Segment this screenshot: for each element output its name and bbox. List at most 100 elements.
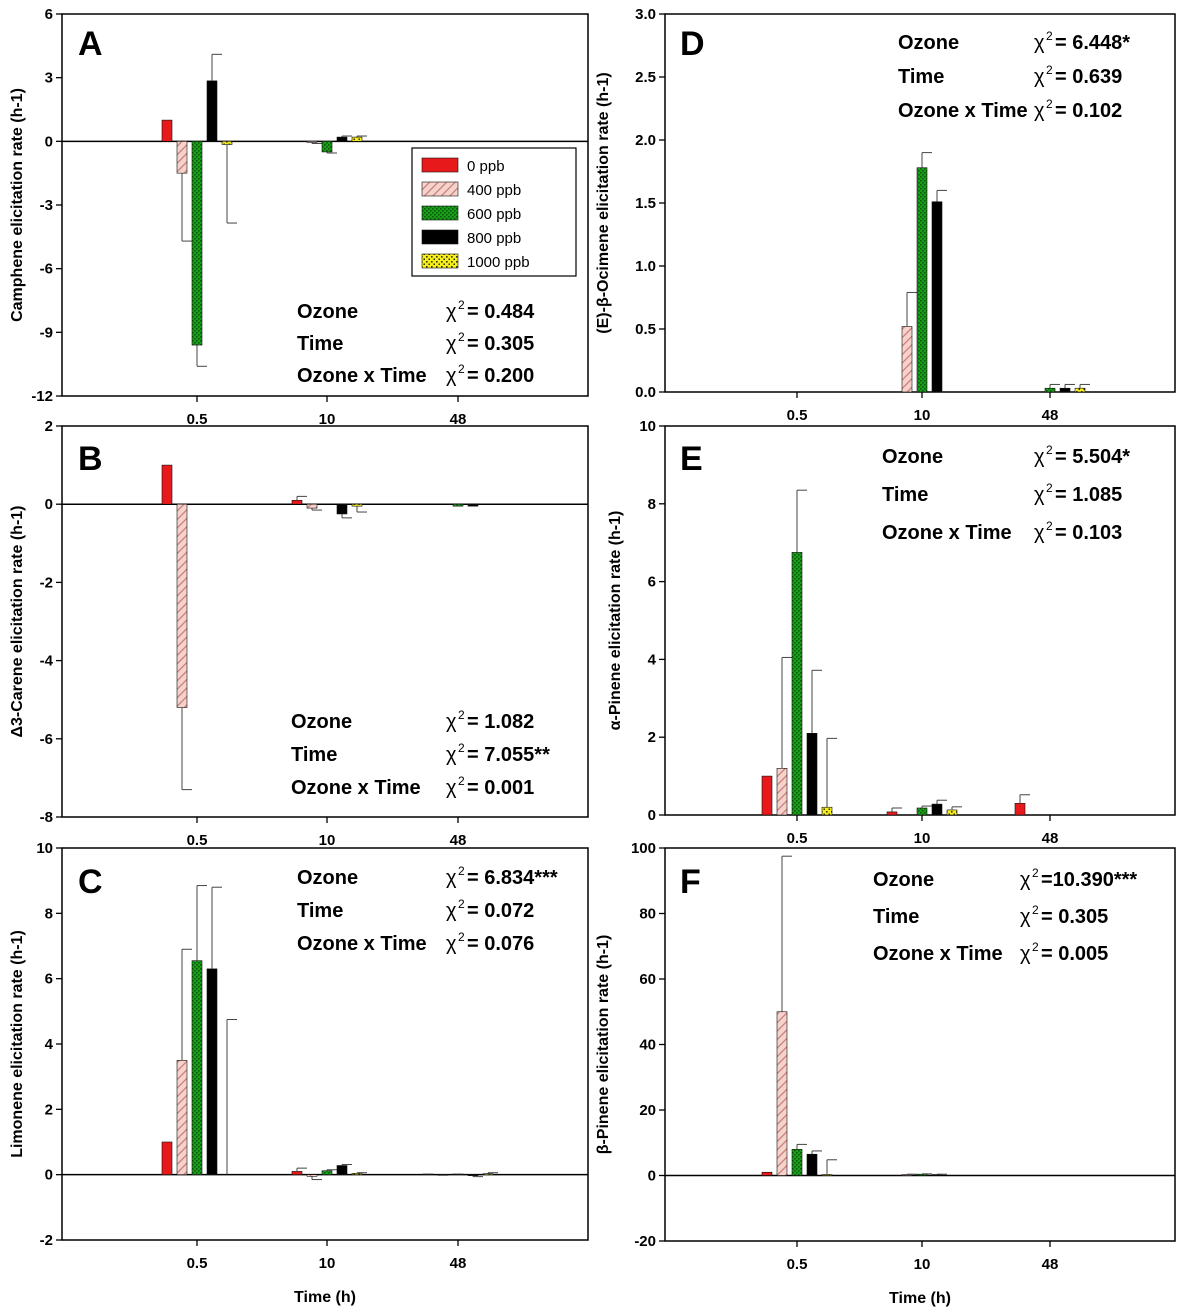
chi-symbol: χ: [446, 867, 457, 889]
stat-label: Ozone: [882, 446, 943, 468]
y-tick-label: 8: [648, 496, 656, 513]
y-axis-label: (E)-β-Ocimene elicitation rate (h-1): [595, 72, 612, 333]
legend-swatch: [421, 157, 459, 173]
stat-value: = 0.001: [467, 777, 534, 799]
bar: [351, 503, 363, 507]
y-tick-label: -8: [40, 809, 53, 826]
bar: [916, 1173, 928, 1176]
bar: [931, 201, 943, 393]
stat-label: Ozone: [291, 711, 352, 733]
y-tick-label: -6: [40, 731, 53, 748]
panel-letter: C: [78, 863, 103, 901]
bar: [1059, 387, 1071, 393]
chi-superscript: 2: [1046, 443, 1053, 457]
x-tick-label: 0.5: [187, 832, 208, 849]
chi-superscript: 2: [458, 774, 465, 788]
legend-entry: 0 ppb: [467, 158, 505, 175]
x-tick-label: 48: [1042, 407, 1059, 424]
chi-symbol: χ: [446, 365, 457, 387]
y-tick-label: 10: [639, 418, 656, 435]
bar: [467, 503, 479, 507]
y-axis-label: β-Pinene elicitation rate (h-1): [595, 935, 612, 1155]
y-tick-label: 8: [45, 905, 53, 922]
y-tick-label: -6: [40, 261, 53, 278]
y-axis-label: Δ3-Carene elicitation rate (h-1): [9, 506, 26, 738]
bar: [1014, 803, 1026, 816]
y-tick-label: 0.5: [635, 321, 656, 338]
y-tick-label: 3: [45, 70, 53, 87]
y-tick-label: 100: [631, 840, 656, 857]
chi-symbol: χ: [1020, 943, 1031, 965]
panel-e: 10 8 6 4 2 0 0.5 10 48 α-Pinene elicitation rate …: [607, 418, 1176, 847]
y-tick-label: 6: [45, 971, 53, 988]
stat-label: Ozone x Time: [898, 100, 1028, 122]
legend: 0 ppb 400 ppb 600 ppb 800 ppb 1000 ppb: [411, 147, 577, 277]
stat-value: = 0.484: [467, 301, 535, 323]
stat-label: Ozone: [297, 301, 358, 323]
bar: [422, 1173, 434, 1175]
chi-symbol: χ: [446, 711, 457, 733]
bar: [946, 809, 958, 816]
chi-superscript: 2: [458, 362, 465, 376]
legend-entry: 600 ppb: [467, 206, 521, 223]
y-tick-label: 3.0: [635, 6, 656, 23]
stat-label: Ozone x Time: [882, 522, 1012, 544]
stat-label: Time: [873, 906, 919, 928]
legend-swatch: [421, 253, 459, 269]
stat-label: Time: [898, 66, 944, 88]
bar: [821, 1174, 833, 1176]
panel-f: 100 80 60 40 20 0 -20 0.5 10 48 Time (h) β-Pinene e…: [595, 840, 1176, 1307]
stat-label: Ozone x Time: [297, 365, 427, 387]
bar: [776, 1011, 788, 1176]
y-axis-label: Camphene elicitation rate (h-1): [9, 88, 26, 322]
bar: [336, 503, 348, 515]
legend-swatch: [421, 205, 459, 221]
stat-label: Time: [291, 744, 337, 766]
bar: [791, 552, 803, 816]
chi-symbol: χ: [1020, 906, 1031, 928]
chi-symbol: χ: [446, 301, 457, 323]
y-tick-label: 10: [36, 840, 53, 857]
bar: [1074, 387, 1086, 393]
x-tick-label: 0.5: [787, 830, 808, 847]
bar: [437, 1174, 449, 1176]
x-tick-label: 10: [914, 407, 931, 424]
y-tick-label: 4: [45, 1036, 54, 1053]
y-axis-label: Limonene elicitation rate (h-1): [9, 930, 26, 1158]
bar: [806, 1153, 818, 1176]
bar: [452, 503, 464, 507]
y-axis-label: α-Pinene elicitation rate (h-1): [607, 511, 624, 731]
bar: [161, 464, 173, 505]
x-axis-label: Time (h): [294, 1289, 356, 1306]
stat-value: = 0.639: [1055, 66, 1122, 88]
bar: [191, 960, 203, 1175]
bar: [291, 499, 303, 505]
stat-label: Ozone x Time: [297, 933, 427, 955]
x-tick-label: 48: [1042, 830, 1059, 847]
y-tick-label: 6: [648, 574, 656, 591]
panel-a: 6 3 0 -3 -6 -9 -12 0.5 10 48 Camphene elicitation …: [9, 6, 589, 428]
chi-superscript: 2: [1046, 97, 1053, 111]
y-tick-label: 2.0: [635, 132, 656, 149]
y-tick-label: 40: [639, 1037, 656, 1054]
stat-value: = 0.103: [1055, 522, 1122, 544]
stat-label: Time: [297, 900, 343, 922]
chi-superscript: 2: [458, 930, 465, 944]
stat-label: Ozone x Time: [873, 943, 1003, 965]
y-tick-label: 60: [639, 971, 656, 988]
chi-superscript: 2: [1032, 940, 1039, 954]
panel-letter: E: [680, 440, 703, 478]
x-axis-label: Time (h): [889, 1290, 951, 1307]
x-tick-label: 10: [319, 832, 336, 849]
chi-superscript: 2: [458, 708, 465, 722]
bar: [806, 733, 818, 816]
y-tick-label: 0: [45, 133, 53, 150]
bar: [206, 968, 218, 1175]
stat-value: = 6.834***: [467, 867, 558, 889]
y-tick-label: -2: [40, 574, 53, 591]
y-tick-label: -2: [40, 1232, 53, 1249]
y-tick-label: 6: [45, 6, 53, 23]
y-tick-label: -3: [40, 197, 53, 214]
bar: [886, 811, 898, 816]
bar: [176, 141, 188, 174]
